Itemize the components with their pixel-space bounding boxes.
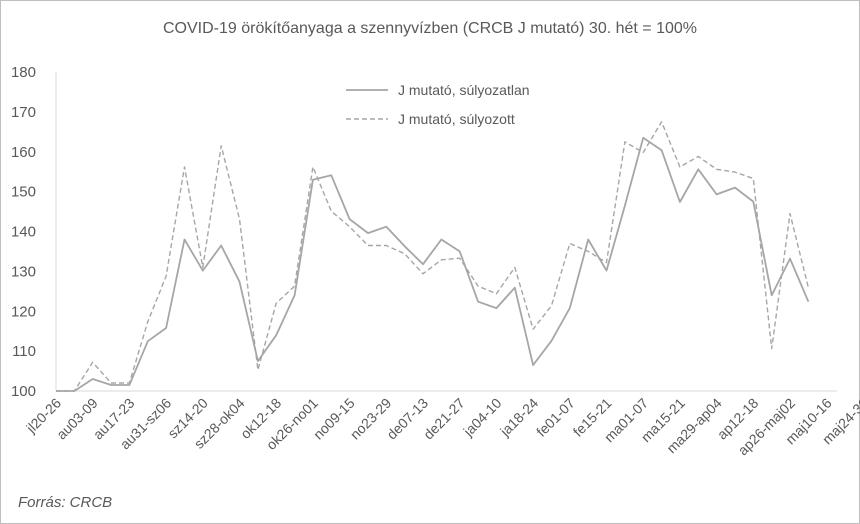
x-tick-labels: jl20-26au03-09au17-23au31-sz06sz14-20sz2… [22,395,860,459]
y-tick-label: 120 [11,303,36,320]
legend-label-unweighted: J mutató, súlyozatlan [398,82,530,98]
x-tick-label: de21-27 [420,395,468,443]
series-lines [56,121,810,392]
y-tick-label: 110 [12,343,36,360]
series-line-unweighted [56,136,810,392]
x-tick-label: ja18-24 [496,395,541,440]
series-line-weighted [56,121,810,392]
legend: J mutató, súlyozatlan J mutató, súlyozot… [346,82,530,127]
source-note: Forrás: CRCB [18,494,113,511]
y-tick-labels: 100 110 120 130 140 150 160 170 180 [11,64,36,400]
chart-title: COVID-19 örökítőanyaga a szennyvízben (C… [162,20,698,37]
y-tick-label: 160 [11,144,36,161]
y-tick-label: 170 [11,104,36,121]
x-tick-label: ja04-10 [459,395,504,440]
legend-label-weighted: J mutató, súlyozott [398,111,515,127]
y-tick-label: 180 [11,64,36,81]
y-tick-label: 130 [11,263,36,280]
x-tick-label: fe01-07 [533,395,578,440]
y-tick-label: 140 [11,224,36,241]
y-tick-label: 150 [11,184,36,201]
y-tick-label: 100 [11,383,36,400]
